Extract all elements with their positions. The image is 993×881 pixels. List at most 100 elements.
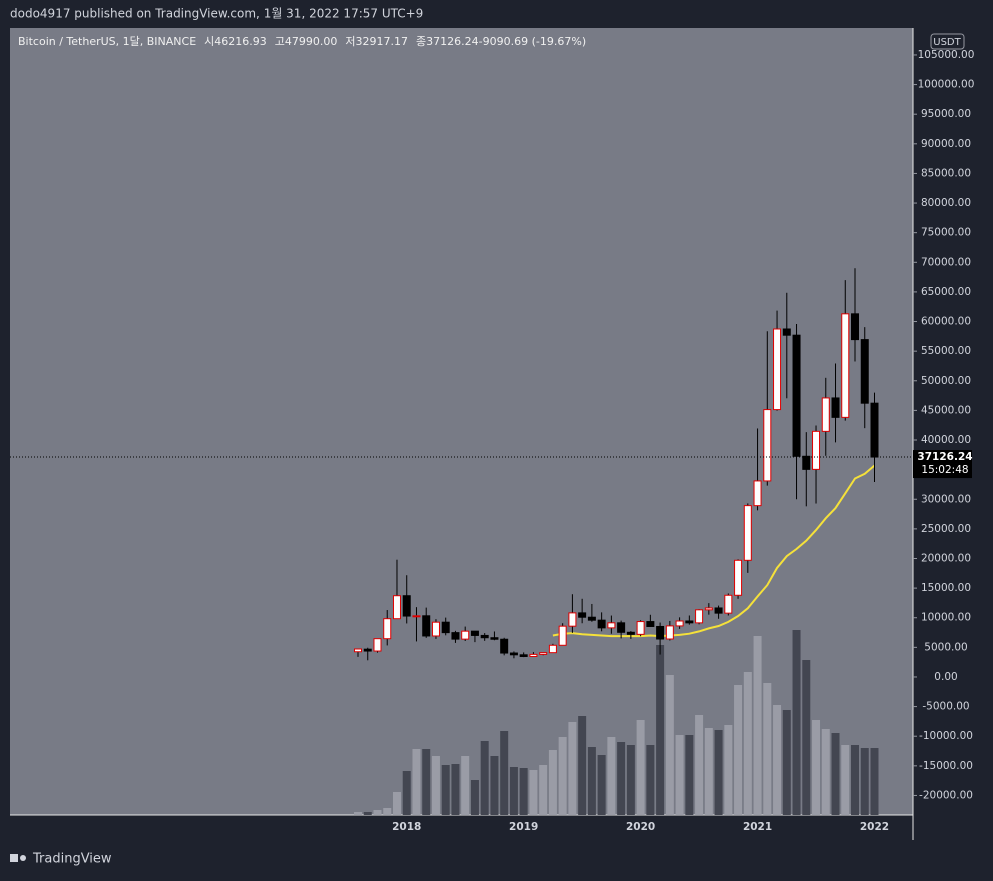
volume-bar xyxy=(529,770,538,815)
volume-bar xyxy=(851,745,860,815)
candle-body xyxy=(392,595,401,620)
last-price-badge xyxy=(913,450,972,479)
candle-body xyxy=(597,619,606,629)
candle-body xyxy=(802,455,811,470)
volume-bar xyxy=(802,660,811,815)
candle-body xyxy=(841,313,850,418)
candle-body xyxy=(870,402,879,458)
y-tick-label: 40000.00 xyxy=(921,434,971,446)
volume-bar xyxy=(617,742,626,815)
y-tick-label: 95000.00 xyxy=(921,108,971,120)
legend-value: -9090.69 (-19.67%) xyxy=(479,35,586,48)
candle-body xyxy=(743,505,752,561)
volume-bar xyxy=(870,748,879,815)
currency-badge[interactable] xyxy=(930,33,965,50)
volume-bar xyxy=(480,741,489,815)
candle-body xyxy=(519,654,528,657)
volume-bar xyxy=(392,792,401,815)
y-tick-label: 60000.00 xyxy=(921,316,971,328)
candle-body xyxy=(490,637,499,640)
volume-bar xyxy=(704,728,713,815)
y-tick-label: 20000.00 xyxy=(921,552,971,564)
y-tick-label: 45000.00 xyxy=(921,404,971,416)
volume-bar xyxy=(412,749,421,815)
volume-bar xyxy=(782,710,791,815)
y-tick-label: 5000.00 xyxy=(924,641,967,653)
candle-body xyxy=(402,595,411,617)
candle-body xyxy=(821,397,830,432)
volume-bar xyxy=(626,745,635,815)
legend-label: 시 xyxy=(204,35,214,48)
volume-bar xyxy=(402,771,411,815)
candle-body xyxy=(587,616,596,621)
volume-bar xyxy=(587,747,596,815)
candle-body xyxy=(617,622,626,633)
footer: TradingView xyxy=(32,852,112,867)
y-tick-label: 30000.00 xyxy=(921,493,971,505)
y-tick-label: -5000.00 xyxy=(922,701,969,713)
volume-bar xyxy=(548,750,557,815)
y-tick-label: 70000.00 xyxy=(921,256,971,268)
y-tick-label: 55000.00 xyxy=(921,345,971,357)
y-tick-label: -20000.00 xyxy=(919,789,973,801)
y-tick-label: 50000.00 xyxy=(921,375,971,387)
candle-body xyxy=(714,607,723,614)
legend-value: 46216.93 xyxy=(214,35,267,48)
candle-body xyxy=(548,644,557,654)
volume-bar xyxy=(821,729,830,815)
candle-body xyxy=(470,630,479,636)
candle-body xyxy=(558,625,567,646)
volume-bar xyxy=(568,722,577,815)
candle-body xyxy=(529,653,538,657)
volume-bar xyxy=(578,716,587,815)
candle-body xyxy=(500,638,509,654)
volume-bar xyxy=(636,720,645,815)
legend-label: 저 xyxy=(345,35,355,48)
volume-bar xyxy=(860,748,869,815)
volume-bar xyxy=(646,745,655,815)
countdown: 15:02:48 xyxy=(921,464,968,476)
candle-body xyxy=(782,328,791,336)
x-tick-label: 2021 xyxy=(743,821,772,833)
legend-value: 37126.24 xyxy=(426,35,479,48)
volume-bar xyxy=(354,812,362,815)
x-tick-label: 2020 xyxy=(626,821,655,833)
y-tick-label: 105000.00 xyxy=(918,49,975,61)
candle-body xyxy=(656,625,665,640)
y-tick-label: 100000.00 xyxy=(918,79,975,91)
volume-bar xyxy=(509,767,518,815)
volume-bar xyxy=(500,731,509,815)
candle-body xyxy=(665,625,674,640)
candle-body xyxy=(724,594,733,614)
y-tick-label: 90000.00 xyxy=(921,138,971,150)
volume-bar xyxy=(753,636,762,815)
x-tick-label: 2018 xyxy=(392,821,421,833)
y-tick-label: 65000.00 xyxy=(921,286,971,298)
candle-body xyxy=(646,621,655,627)
candle-body xyxy=(568,612,577,627)
volume-bar xyxy=(656,645,665,815)
candle-body xyxy=(763,409,772,482)
candle-body xyxy=(451,632,460,640)
volume-bar xyxy=(519,768,528,815)
y-tick-label: 15000.00 xyxy=(921,582,971,594)
volume-bar xyxy=(373,810,382,815)
candle-body xyxy=(812,430,821,470)
legend-value: 47990.00 xyxy=(285,35,338,48)
y-tick-label: 85000.00 xyxy=(921,167,971,179)
volume-bar xyxy=(451,764,460,815)
candle-body xyxy=(695,609,704,624)
y-tick-label: -10000.00 xyxy=(919,730,973,742)
candle-body xyxy=(539,652,548,655)
pane xyxy=(10,28,913,815)
volume-bar xyxy=(831,733,840,815)
candle-body xyxy=(675,620,684,627)
candle-body xyxy=(509,652,518,656)
y-tick-label: 25000.00 xyxy=(921,523,971,535)
volume-bar xyxy=(812,720,821,815)
candle-body xyxy=(773,328,782,411)
ma-line xyxy=(552,464,876,638)
candle-body xyxy=(354,648,362,653)
volume-bar xyxy=(461,756,470,815)
